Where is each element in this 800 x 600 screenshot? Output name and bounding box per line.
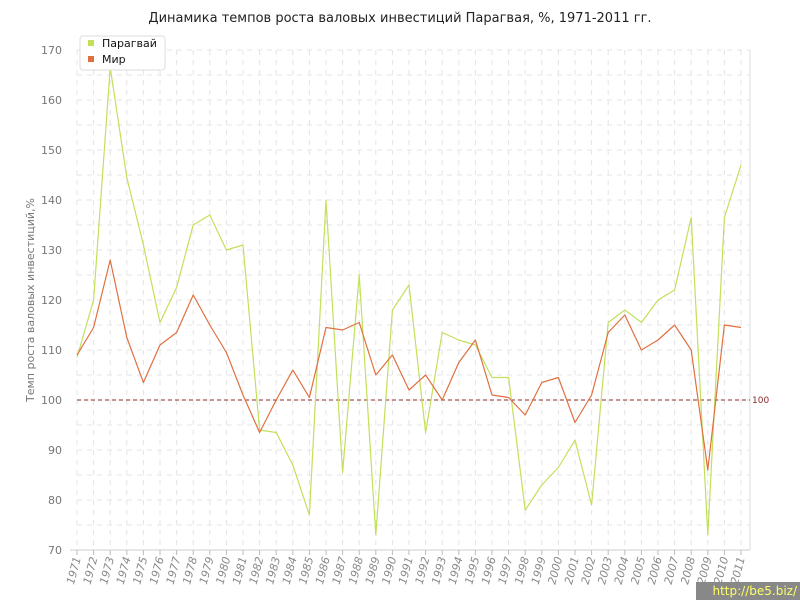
- chart-title: Динамика темпов роста валовых инвестиций…: [148, 11, 651, 26]
- y-tick-label: 80: [48, 494, 62, 507]
- legend: Парагвай Мир: [79, 35, 166, 71]
- y-tick-label: 140: [41, 194, 62, 207]
- y-tick-label: 160: [41, 94, 62, 107]
- y-axis-ticks: 70 80 90 100 110 120 130 140 150 160 170: [41, 44, 62, 557]
- y-tick-label: 130: [41, 244, 62, 257]
- reference-line-group: 100: [77, 396, 769, 406]
- y-tick-label: 170: [41, 44, 62, 57]
- series-line-0: [76, 66, 742, 536]
- x-axis-ticks: 1971197219731974197519761977197819791980…: [64, 550, 748, 586]
- y-tick-label: 90: [48, 444, 62, 457]
- grid: [76, 49, 750, 551]
- legend-label-0: Парагвай: [102, 37, 157, 50]
- y-tick-label: 120: [41, 294, 62, 307]
- series-line-1: [76, 259, 742, 471]
- y-tick-label: 100: [41, 394, 62, 407]
- axes: [70, 50, 751, 551]
- legend-label-1: Мир: [102, 53, 126, 66]
- series-group: [76, 66, 742, 536]
- y-tick-label: 70: [48, 544, 62, 557]
- legend-box: [79, 35, 166, 71]
- legend-swatch-1: [88, 56, 94, 62]
- y-tick-label: 150: [41, 144, 62, 157]
- y-tick-label: 110: [41, 344, 62, 357]
- legend-swatch-0: [88, 40, 94, 46]
- y-axis-label: Темп роста валовых инвестиций,%: [24, 198, 37, 403]
- watermark: http://be5.biz/: [696, 582, 800, 600]
- reference-line-label: 100: [752, 396, 769, 406]
